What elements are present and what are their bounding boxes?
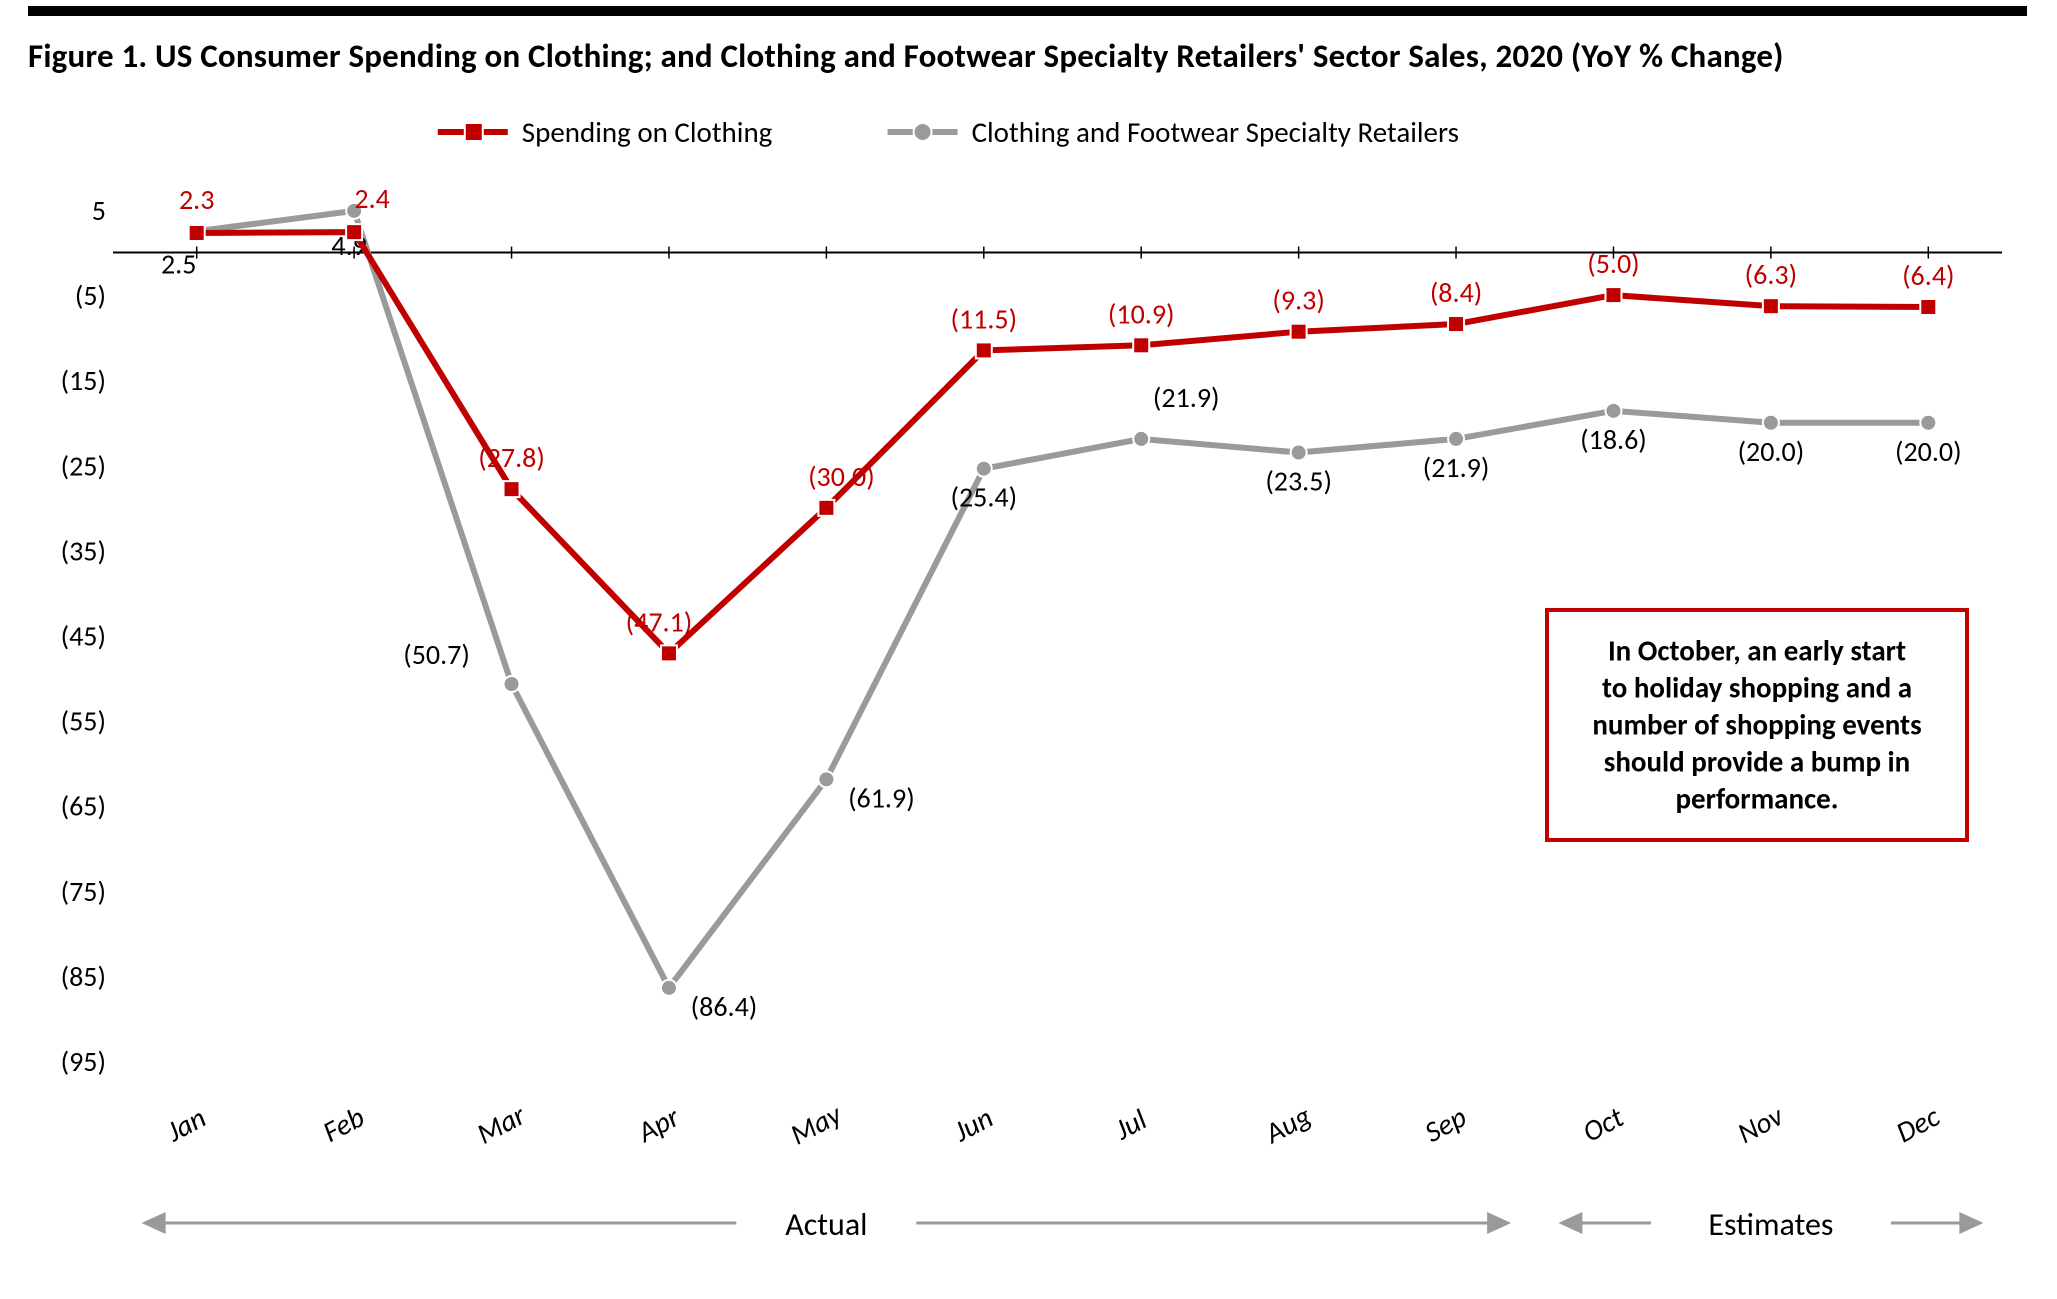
marker xyxy=(1291,324,1307,340)
month-label: Aug xyxy=(1258,1097,1317,1151)
month-label: May xyxy=(784,1095,848,1152)
data-label: (11.5) xyxy=(950,301,1017,336)
y-tick-label: (35) xyxy=(61,533,106,568)
marker xyxy=(1605,287,1621,303)
figure-container: Figure 1. US Consumer Spending on Clothi… xyxy=(0,0,2057,1299)
marker xyxy=(661,645,677,661)
callout-text-line: to holiday shopping and a xyxy=(1602,669,1912,705)
month-label: Sep xyxy=(1418,1098,1472,1149)
data-label: (18.6) xyxy=(1580,422,1647,457)
range-actual-label: Actual xyxy=(785,1205,867,1244)
marker xyxy=(1133,337,1149,353)
y-tick-label: (25) xyxy=(61,448,106,483)
month-label: Jul xyxy=(1108,1101,1153,1148)
data-label: 2.4 xyxy=(354,181,389,216)
marker xyxy=(1605,403,1621,419)
data-label: (20.0) xyxy=(1738,434,1805,469)
y-axis: 5 (5) (15) (25) (35) (45) (55) (65) (75) (85) (95) xyxy=(61,193,106,1079)
chart: 5 (5) (15) (25) (35) (45) (55) (65) (75) (85) (95)… xyxy=(28,110,2027,1271)
marker xyxy=(189,225,205,241)
marker xyxy=(1920,415,1936,431)
data-label: (50.7) xyxy=(403,637,470,672)
data-label: (8.4) xyxy=(1430,275,1482,310)
figure-title: Figure 1. US Consumer Spending on Clothi… xyxy=(28,36,1784,76)
marker xyxy=(1133,431,1149,447)
y-tick-label: (75) xyxy=(61,874,106,909)
marker xyxy=(1448,431,1464,447)
y-tick-label: 5 xyxy=(92,193,106,228)
data-label: (10.9) xyxy=(1108,296,1175,331)
callout-box: In October, an early startto holiday sho… xyxy=(1547,610,1967,840)
month-label: Jun xyxy=(947,1099,999,1150)
marker xyxy=(976,342,992,358)
marker xyxy=(1763,415,1779,431)
callout-text-line: should provide a bump in xyxy=(1604,743,1911,779)
y-tick-label: (15) xyxy=(61,363,106,398)
marker xyxy=(976,461,992,477)
callout-text-line: performance. xyxy=(1675,780,1838,816)
data-label: (20.0) xyxy=(1895,434,1962,469)
marker xyxy=(1763,298,1779,314)
marker xyxy=(661,980,677,996)
data-label: 2.5 xyxy=(161,246,196,281)
y-tick-label: (85) xyxy=(61,959,106,994)
callout-text-line: number of shopping events xyxy=(1592,706,1921,742)
data-label: (86.4) xyxy=(691,989,758,1024)
legend: Spending on Clothing Clothing and Footwea… xyxy=(438,114,1459,150)
marker xyxy=(504,481,520,497)
legend-label-retailers: Clothing and Footwear Specialty Retailer… xyxy=(972,114,1459,150)
month-label: Oct xyxy=(1576,1099,1629,1150)
data-label: (47.1) xyxy=(626,604,693,639)
top-rule xyxy=(28,6,2027,16)
x-axis-labels: Jan Feb Mar Apr May Jun Jul Aug Sep Oct Nov Dec xyxy=(159,1095,1946,1152)
y-tick-label: (5) xyxy=(75,278,106,313)
data-label: (6.3) xyxy=(1745,257,1797,292)
legend-label-spending: Spending on Clothing xyxy=(522,114,773,150)
marker xyxy=(1448,316,1464,332)
y-tick-label: (45) xyxy=(61,619,106,654)
data-label: (5.0) xyxy=(1587,246,1639,281)
marker xyxy=(1291,445,1307,461)
month-label: Mar xyxy=(470,1096,532,1152)
month-label: Feb xyxy=(317,1098,371,1149)
data-label: (9.3) xyxy=(1272,283,1324,318)
y-tick-label: (95) xyxy=(61,1044,106,1079)
data-label: (30.0) xyxy=(808,459,875,494)
marker xyxy=(504,676,520,692)
y-tick-label: (55) xyxy=(61,704,106,739)
data-label: (25.4) xyxy=(950,480,1017,515)
data-label: (21.9) xyxy=(1423,450,1490,485)
marker xyxy=(1920,299,1936,315)
marker xyxy=(818,500,834,516)
y-tick-label: (65) xyxy=(61,789,106,824)
month-label: Apr xyxy=(631,1098,686,1150)
data-label: (21.9) xyxy=(1153,380,1220,415)
chart-svg: 5 (5) (15) (25) (35) (45) (55) (65) (75) (85) (95)… xyxy=(28,110,2027,1271)
marker xyxy=(818,771,834,787)
month-label: Nov xyxy=(1731,1097,1790,1151)
range-estimates-label: Estimates xyxy=(1708,1205,1833,1244)
month-label: Dec xyxy=(1890,1098,1946,1151)
data-label: (61.9) xyxy=(848,780,915,815)
data-label: 2.3 xyxy=(179,182,214,217)
data-label: (6.4) xyxy=(1902,258,1954,293)
month-label: Jan xyxy=(159,1099,211,1150)
marker xyxy=(346,224,362,240)
range-actual: Actual xyxy=(142,1205,1512,1244)
series-line xyxy=(197,211,1929,988)
data-label: (23.5) xyxy=(1265,464,1332,499)
range-estimates: Estimates xyxy=(1558,1205,1983,1244)
callout-text-line: In October, an early start xyxy=(1608,632,1906,668)
series-line xyxy=(197,232,1929,653)
data-label: (27.8) xyxy=(478,440,545,475)
